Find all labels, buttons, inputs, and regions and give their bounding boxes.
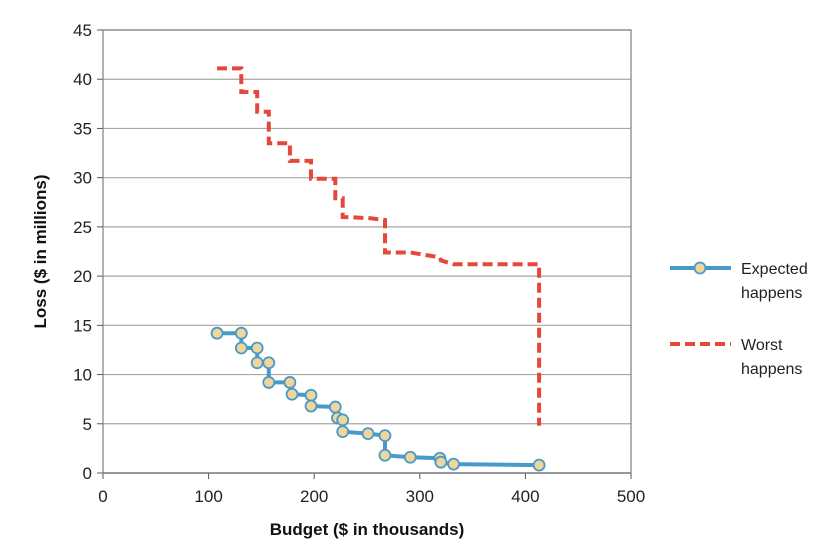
legend-label: happens — [741, 285, 802, 302]
data-point-expected — [328, 400, 342, 414]
y-tick-label: 30 — [73, 169, 92, 188]
y-tick-label: 5 — [83, 415, 92, 434]
data-point-expected — [262, 356, 276, 370]
data-point-expected — [361, 427, 375, 441]
y-tick-label: 20 — [73, 267, 92, 286]
legend: Expected happens Worst happens — [670, 261, 808, 378]
series-layer — [210, 66, 546, 472]
axes: 0 5 10 15 20 25 30 35 40 45 0 100 200 300 400 500 — [73, 21, 645, 506]
legend-label: Expected — [741, 261, 808, 278]
y-tick-label: 40 — [73, 70, 92, 89]
data-point-expected — [250, 356, 264, 370]
data-point-expected — [283, 376, 297, 389]
series-line-expected — [217, 331, 540, 468]
data-point-expected — [378, 429, 392, 442]
y-tick-label: 10 — [73, 366, 92, 385]
data-point-expected — [336, 413, 350, 427]
data-point-expected — [262, 376, 276, 389]
data-point-expected — [403, 450, 417, 464]
x-tick-label: 500 — [617, 487, 645, 506]
y-tick-label: 25 — [73, 218, 92, 237]
x-tick-label: 200 — [300, 487, 328, 506]
y-tick-label: 15 — [73, 316, 92, 335]
y-tick-label: 45 — [73, 21, 92, 40]
data-point-expected — [304, 399, 318, 413]
y-tick-label: 0 — [83, 464, 92, 483]
x-axis-title: Budget ($ in thousands) — [270, 520, 465, 539]
data-point-expected — [434, 455, 448, 469]
legend-label: Worst — [741, 337, 783, 354]
x-tick-label: 300 — [406, 487, 434, 506]
data-point-expected — [285, 387, 299, 401]
data-point-expected — [378, 448, 392, 462]
y-tick-label: 35 — [73, 119, 92, 138]
data-point-expected — [210, 326, 224, 340]
data-point-expected — [336, 425, 350, 439]
legend-label: happens — [741, 361, 802, 378]
data-point-expected — [234, 326, 248, 340]
data-point-expected — [234, 341, 248, 355]
legend-marker-expected — [693, 261, 707, 275]
data-point-expected — [250, 341, 264, 355]
data-point-expected — [304, 388, 318, 402]
x-tick-label: 0 — [98, 487, 107, 506]
y-axis-title: Loss ($ in millions) — [31, 175, 50, 329]
plot-frame — [102, 29, 632, 474]
gridlines — [103, 29, 631, 425]
series-line-worst — [217, 66, 542, 426]
x-tick-label: 400 — [511, 487, 539, 506]
data-point-expected — [447, 457, 460, 471]
data-point-expected — [532, 458, 546, 472]
x-tick-label: 100 — [194, 487, 222, 506]
